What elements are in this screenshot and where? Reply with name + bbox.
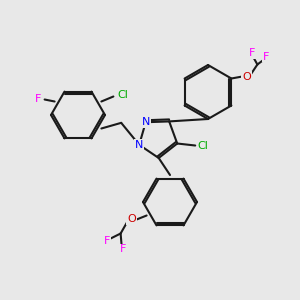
Text: F: F [249, 49, 256, 58]
Text: F: F [263, 52, 270, 61]
Text: Cl: Cl [117, 91, 128, 100]
Text: F: F [119, 244, 126, 254]
Text: Cl: Cl [198, 140, 209, 151]
Text: O: O [127, 214, 136, 224]
Text: N: N [142, 117, 150, 127]
Text: F: F [34, 94, 41, 104]
Text: O: O [242, 71, 251, 82]
Text: F: F [103, 236, 110, 247]
Text: N: N [135, 140, 143, 150]
